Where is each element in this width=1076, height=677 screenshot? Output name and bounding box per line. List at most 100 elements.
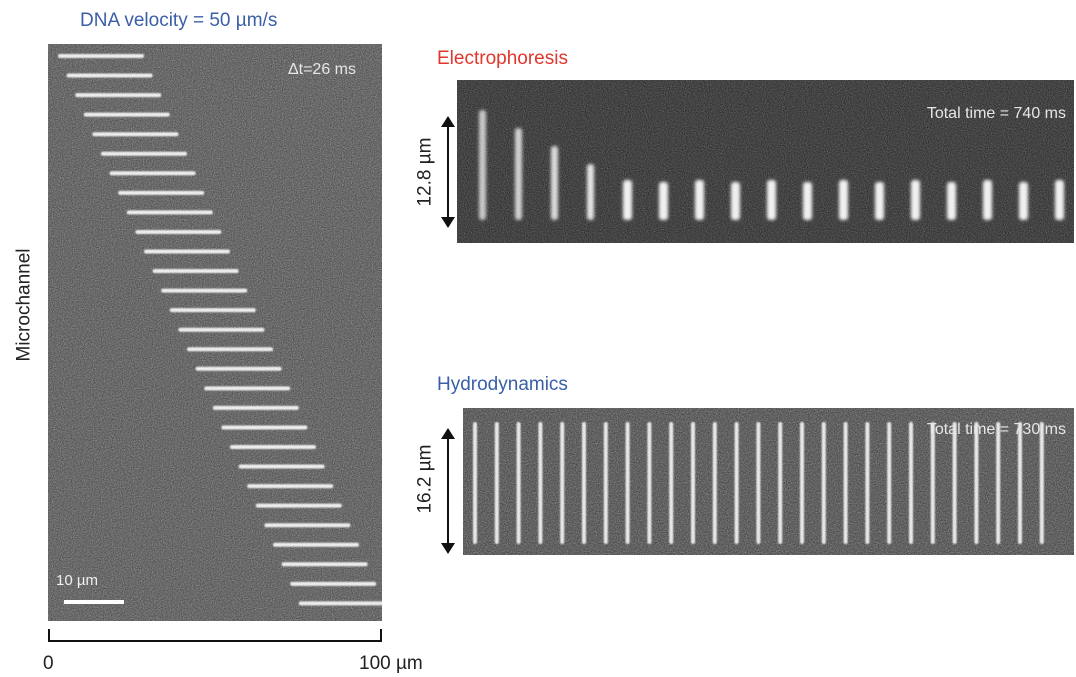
hydrodynamics-height-arrow: [441, 428, 455, 554]
dna-molecule: [647, 422, 652, 544]
dna-molecule: [887, 422, 892, 544]
dna-molecule: [712, 422, 717, 544]
dna-molecule: [839, 180, 848, 220]
dna-molecule: [983, 180, 992, 220]
dna-streak: [58, 54, 144, 58]
dna-streak: [66, 73, 153, 78]
dna-molecule: [1018, 422, 1022, 544]
axis-tick-start: [48, 629, 50, 641]
dna-molecule: [582, 422, 586, 544]
dna-streak: [144, 249, 230, 254]
dna-molecule: [623, 180, 632, 220]
dna-molecule: [952, 422, 957, 544]
dna-molecule: [734, 422, 739, 544]
hydrodynamics-total-time: Total time = 730 ms: [926, 421, 1066, 438]
electrophoresis-molecules: [457, 80, 1074, 243]
dna-streak: [204, 386, 291, 391]
kymograph-streaks: [48, 44, 382, 621]
electrophoresis-title: Electrophoresis: [437, 48, 568, 69]
dna-streak: [298, 601, 382, 606]
axis-max-label: 100 µm: [359, 653, 423, 674]
dna-streak: [101, 151, 187, 156]
dna-streak: [126, 210, 213, 215]
dna-streak: [109, 171, 196, 176]
dna-molecule: [767, 180, 776, 220]
dna-molecule: [473, 422, 477, 544]
scale-bar: [64, 600, 124, 604]
electrophoresis-height-label: 12.8 µm: [414, 137, 436, 207]
dna-streak: [187, 347, 273, 352]
electrophoresis-height-arrow: [441, 116, 455, 228]
dna-molecule: [778, 422, 783, 544]
dna-streak: [195, 366, 282, 371]
dna-molecule: [930, 422, 935, 544]
time-interval-label: Δt=26 ms: [287, 61, 356, 78]
dna-molecule: [587, 164, 594, 220]
figure-title: DNA velocity = 50 µm/s: [80, 10, 278, 31]
dna-molecule: [479, 110, 486, 220]
dna-molecule: [800, 422, 804, 544]
dna-streak: [247, 484, 334, 489]
microchannel-label: Microchannel: [13, 248, 35, 362]
dna-molecule: [865, 422, 870, 544]
dna-molecule: [1055, 180, 1064, 220]
axis-tick-end: [380, 629, 382, 641]
dna-molecule: [875, 182, 884, 220]
dna-molecule: [603, 422, 608, 544]
dna-molecule: [538, 422, 543, 544]
dna-molecule: [560, 422, 565, 544]
kymograph-image: Δt=26 ms 10 µm: [48, 44, 382, 621]
dna-streak: [230, 445, 316, 449]
dna-streak: [264, 523, 351, 528]
dna-streak: [152, 269, 239, 274]
electrophoresis-image: Total time = 740 ms: [457, 80, 1074, 243]
dna-streak: [75, 93, 162, 98]
electrophoresis-total-time: Total time = 740 ms: [926, 105, 1066, 122]
hydrodynamics-image: Total time = 730 ms: [463, 408, 1074, 555]
dna-streak: [169, 308, 256, 313]
dna-streak: [212, 405, 299, 410]
dna-molecule: [515, 128, 522, 220]
dna-molecule: [1019, 182, 1028, 220]
axis-min-label: 0: [43, 653, 54, 674]
dna-molecule: [1039, 422, 1044, 544]
dna-molecule: [947, 182, 956, 220]
dna-streak: [83, 112, 170, 117]
dna-molecule: [996, 422, 1001, 544]
dna-molecule: [695, 180, 704, 220]
dna-molecule: [659, 182, 668, 220]
dna-streak: [118, 190, 205, 195]
dna-molecule: [821, 422, 826, 544]
dna-molecule: [911, 180, 920, 220]
noise-background: [457, 80, 1074, 243]
dna-streak: [281, 562, 368, 567]
hydrodynamics-molecules: [463, 408, 1074, 555]
dna-molecule: [691, 422, 695, 544]
hydrodynamics-height-label: 16.2 µm: [414, 444, 436, 514]
dna-streak: [92, 132, 179, 137]
dna-streak: [221, 425, 308, 430]
dna-streak: [255, 503, 342, 508]
dna-molecule: [551, 146, 558, 220]
dna-molecule: [625, 422, 630, 544]
dna-molecule: [516, 422, 521, 544]
dna-streak: [135, 229, 222, 234]
dna-streak: [161, 288, 248, 293]
hydrodynamics-title: Hydrodynamics: [437, 374, 568, 395]
scale-bar-label: 10 µm: [56, 572, 98, 589]
dna-molecule: [974, 422, 979, 544]
dna-streak: [178, 327, 265, 332]
dna-molecule: [803, 182, 812, 220]
dna-streak: [238, 464, 325, 469]
dna-streak: [273, 542, 359, 547]
distance-axis-line: [48, 640, 382, 642]
dna-molecule: [756, 422, 761, 544]
dna-molecule: [494, 422, 499, 544]
noise-background: [48, 44, 382, 621]
dna-molecule: [909, 422, 913, 544]
dna-streak: [290, 581, 377, 586]
dna-molecule: [731, 182, 740, 220]
noise-background: [463, 408, 1074, 555]
dna-molecule: [843, 422, 848, 544]
dna-molecule: [669, 422, 674, 544]
